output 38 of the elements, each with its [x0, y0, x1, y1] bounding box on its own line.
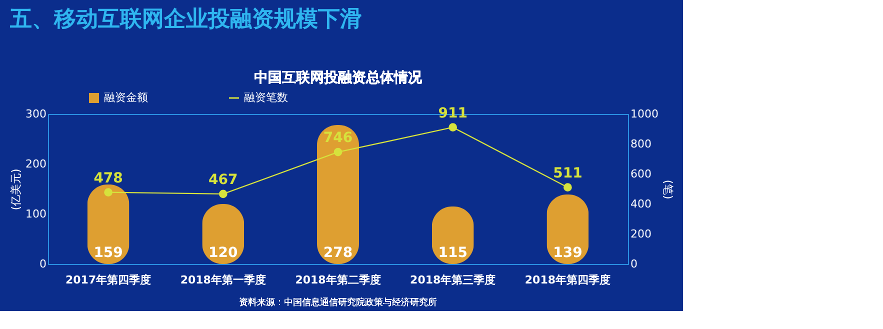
- chart-subtitle: 中国互联网投融资总体情况: [254, 70, 423, 86]
- y-tick-label: 200: [26, 158, 46, 170]
- y-tick-label: 100: [26, 208, 46, 220]
- y2-tick-label: 0: [630, 258, 638, 270]
- data-label: 911: [438, 105, 468, 122]
- data-label: 278: [323, 245, 353, 261]
- point: [448, 123, 458, 132]
- data-label: 115: [438, 245, 468, 261]
- x-tick-label: 2017年第四季度: [65, 274, 152, 286]
- point: [104, 188, 112, 196]
- y-tick-label: 300: [26, 108, 46, 120]
- y2-tick-label: 200: [630, 228, 652, 240]
- x-tick-label: 2018年第二季度: [295, 274, 381, 286]
- y2-axis-title: (笔): [661, 180, 674, 200]
- data-label: 511: [553, 165, 582, 182]
- y2-tick-label: 600: [630, 168, 652, 180]
- y2-tick-label: 400: [630, 198, 652, 210]
- point: [218, 190, 228, 198]
- y2-tick-label: 1000: [630, 108, 658, 120]
- legend-label: 融资笔数: [244, 91, 288, 104]
- data-label: 139: [553, 245, 582, 261]
- x-tick-label: 2018年第三季度: [410, 274, 496, 286]
- y2-tick-label: 800: [630, 138, 652, 150]
- y-tick-label: 0: [40, 258, 46, 270]
- point: [564, 183, 572, 192]
- data-label: 467: [208, 172, 238, 188]
- text: 资料来源：中国信息通信研究院政策与经济研究所: [239, 297, 437, 308]
- x-tick-label: 2018年第一季度: [180, 274, 266, 286]
- point: [334, 148, 342, 156]
- chart-title: 五、移动互联网企业投融资规模下滑: [9, 7, 362, 32]
- data-label: 746: [323, 130, 353, 146]
- bar: [317, 125, 359, 264]
- x-tick-label: 2018年第四季度: [524, 274, 611, 286]
- data-label: 159: [94, 245, 123, 261]
- legend-label: 融资金额: [104, 91, 148, 104]
- data-label: 478: [94, 170, 123, 186]
- data-label: 120: [208, 245, 238, 261]
- y-axis-title: (亿美元): [10, 168, 23, 210]
